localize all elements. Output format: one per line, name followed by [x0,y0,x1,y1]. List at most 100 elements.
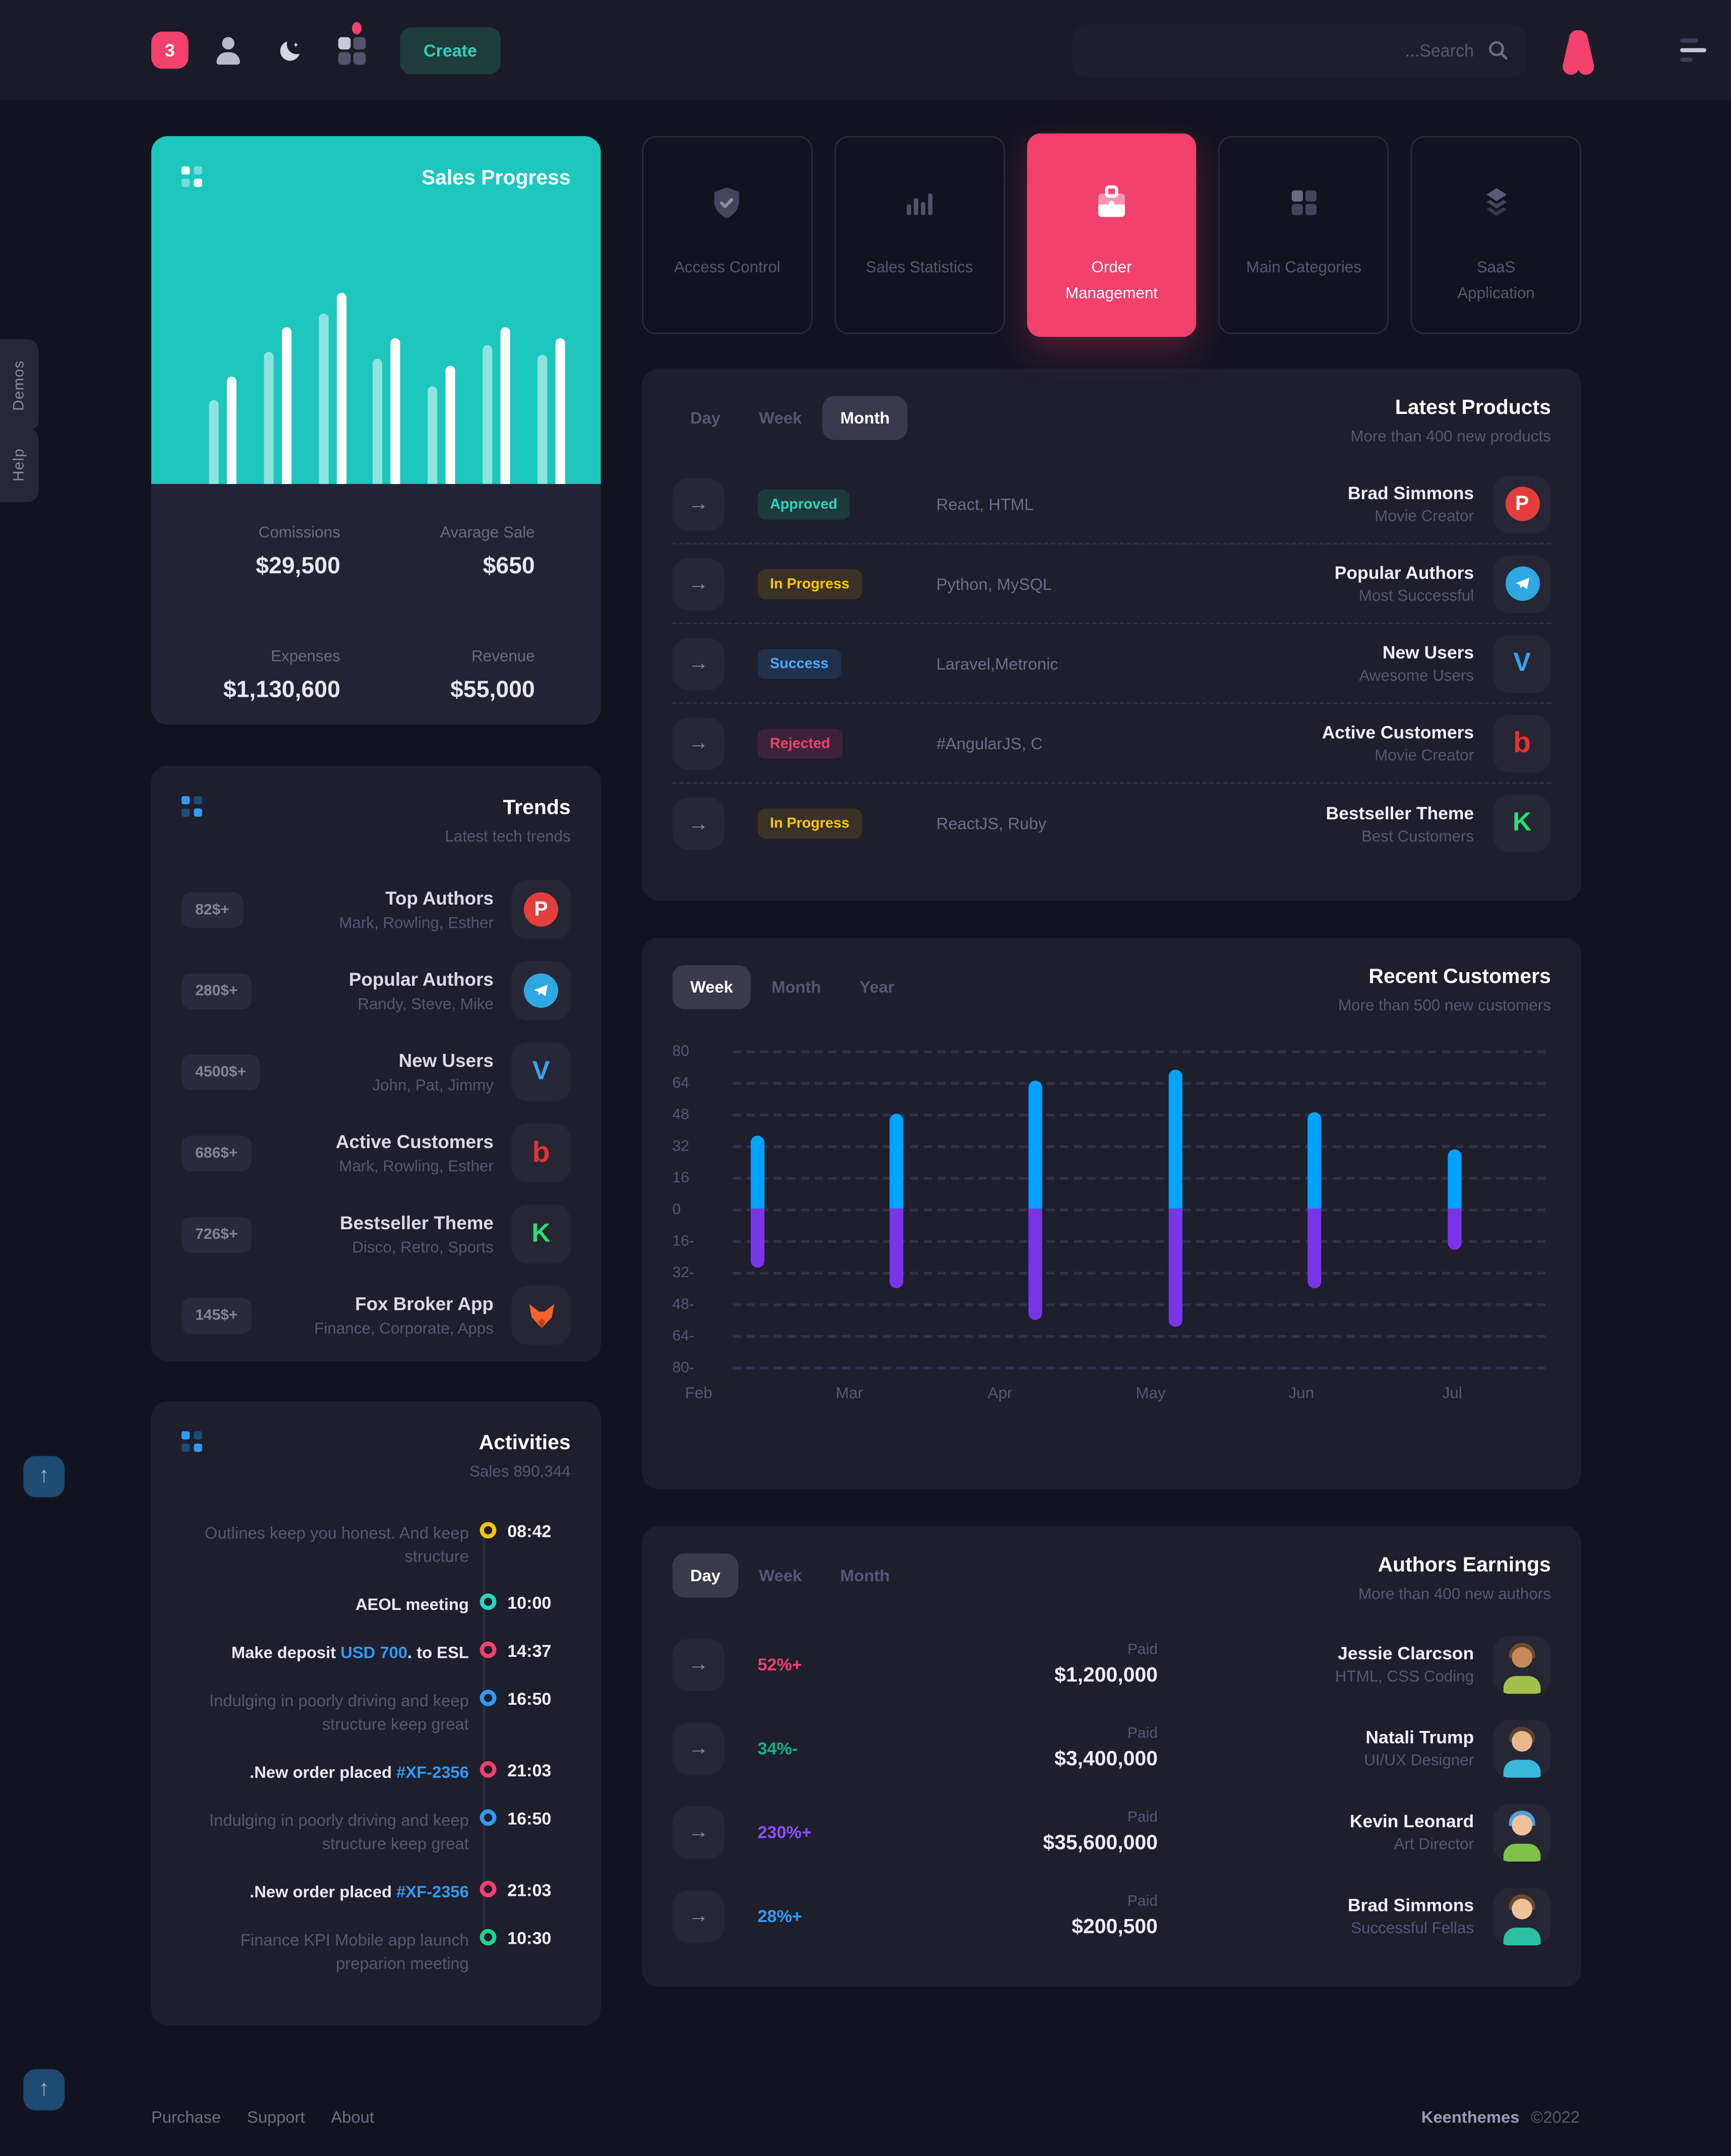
list-item: 726$+ Bestseller Theme Disco, Retro, Sport… [181,1204,571,1264]
create-button[interactable]: Create [400,27,501,74]
trend-name: New Users [398,1049,494,1070]
drag-handle-icon[interactable] [181,166,571,187]
row-arrow-button[interactable]: → [672,717,725,769]
row-arrow-button[interactable]: → [672,477,725,530]
timeline-item: Indulging in poorly driving and keep str… [182,1690,571,1736]
gridline: 0 [672,1202,1545,1218]
scroll-top-button[interactable]: ↑ [23,1456,65,1498]
percent-change: 34%- [757,1739,798,1758]
drag-handle-icon[interactable] [181,796,202,816]
tab-day[interactable]: Day [672,396,738,440]
user-icon[interactable] [206,27,250,74]
author-name: Bestseller Theme [1326,802,1474,823]
brand-avatar: V [511,1042,571,1102]
paid-label: Paid [1127,1893,1158,1910]
timeline-link[interactable]: #XF-2356 [396,1882,469,1902]
sidebar-item-help[interactable]: Help [0,428,39,502]
timeline-link[interactable]: #XF-2356 [396,1762,469,1782]
scroll-top-button[interactable]: ↑ [23,2069,65,2111]
menu-icon[interactable] [1680,38,1708,63]
row-arrow-button[interactable]: → [672,1638,725,1691]
table-row: → In Progress ReactJS, Ruby Bestseller Them… [672,784,1551,863]
drag-handle-icon[interactable] [181,1431,202,1452]
footer-link-purchase[interactable]: Purchase [151,2108,221,2127]
stat-label: Avarage Sale [440,525,535,542]
row-arrow-button[interactable]: → [672,557,725,610]
tab-week[interactable]: Week [741,396,820,440]
row-arrow-button[interactable]: → [672,797,725,850]
table-row: → 52%+ Paid $1,200,000 Jessie Clarcson HTML, … [672,1623,1551,1706]
bar-secondary [373,358,383,484]
bar-positive [1447,1149,1461,1209]
footer-link-support[interactable]: Support [247,2108,305,2127]
author-cell: Jessie Clarcson HTML, CSS Coding [1240,1643,1474,1686]
tile-order-management[interactable]: Order Management [1026,133,1197,337]
footer-link-about[interactable]: About [331,2108,374,2127]
timeline-text: .New order placed #XF-2356 [250,1882,469,1902]
row-arrow-button[interactable]: → [672,1722,725,1774]
status-cell: In Progress [757,808,911,839]
bar-primary [336,292,346,484]
tile-sales-statistics[interactable]: Sales Statistics [834,136,1005,334]
dark-mode-toggle[interactable] [268,27,312,74]
tab-week[interactable]: Week [672,965,751,1009]
status-cell: Rejected [757,728,911,758]
timeline-text: Finance KPI Mobile app launch preparion … [240,1930,469,1973]
brand-logo[interactable] [1561,27,1596,76]
timeline-item: Finance KPI Mobile app launch preparion … [182,1929,571,1976]
author-name: Active Customers [1322,722,1474,743]
timeline-link[interactable]: USD 700 [340,1643,408,1662]
tab-year[interactable]: Year [842,965,912,1009]
tab-month[interactable]: Month [822,1553,908,1597]
status-badge: Approved [757,489,850,519]
status-cell: Success [757,648,911,679]
authors-earnings-card: Day Week Month Authors Earnings More than … [642,1526,1581,1987]
trend-name: Popular Authors [348,969,494,989]
stat-revenue: Revenue $55,000 [376,648,571,725]
author-role: Awesome Users [1359,668,1474,685]
timeline-text: Indulging in poorly driving and keep str… [209,1691,469,1734]
trend-text: Bestseller Theme Disco, Retro, Sports [252,1212,494,1256]
paid-label: Paid [1127,1725,1158,1742]
trend-name: Active Customers [335,1130,494,1152]
table-row: → 28%+ Paid $200,500 Brad Simmons Successful … [672,1874,1551,1958]
bar-negative [889,1208,904,1288]
row-arrow-button[interactable]: → [672,1889,725,1942]
tile-saas-application[interactable]: SaaS Application [1411,136,1581,334]
author-cell: New Users Awesome Users [1359,642,1474,685]
tile-label: SaaS Application [1457,260,1535,303]
row-arrow-button[interactable]: → [672,637,725,690]
search-input[interactable] [1072,24,1526,77]
author-role: UI/UX Designer [1364,1753,1474,1770]
bar-secondary [538,355,548,484]
gridline: 48 [672,1107,1545,1123]
notifications-badge[interactable]: 3 [151,31,189,69]
bar-positive [889,1113,904,1209]
row-arrow-button[interactable]: → [672,1806,725,1859]
sidebar-item-demos[interactable]: Demos [0,339,39,432]
gridline: 16- [672,1233,1545,1250]
timeline-item: AEOL meeting 10:00 [182,1593,571,1616]
brand-avatar: V [1493,634,1551,692]
bar-group [483,327,511,484]
tile-main-categories[interactable]: Main Categories [1219,136,1389,334]
tab-week[interactable]: Week [741,1553,820,1597]
bar-primary [226,376,237,484]
tile-access-control[interactable]: Access Control [642,136,812,334]
tab-day[interactable]: Day [672,1553,739,1598]
sales-progress-chart: Sales Progress [151,136,601,484]
notification-dot [352,21,362,34]
status-badge: Success [757,648,841,679]
bar-positive [1029,1080,1043,1209]
brand-avatar: P [1493,475,1551,533]
author-role: Best Customers [1361,828,1474,845]
footer-brand[interactable]: Keenthemes [1421,2108,1520,2127]
trend-people: Randy, Steve, Mike [357,996,494,1013]
timeline-time: 10:00 [507,1593,552,1613]
tab-month[interactable]: Month [822,396,908,440]
quick-apps-button[interactable] [330,21,374,74]
timeline-bullet-icon [480,1593,497,1610]
avatar-face [1512,1814,1533,1835]
trend-people: Mark, Rowling, Esther [339,1158,494,1175]
tab-month[interactable]: Month [754,965,839,1009]
